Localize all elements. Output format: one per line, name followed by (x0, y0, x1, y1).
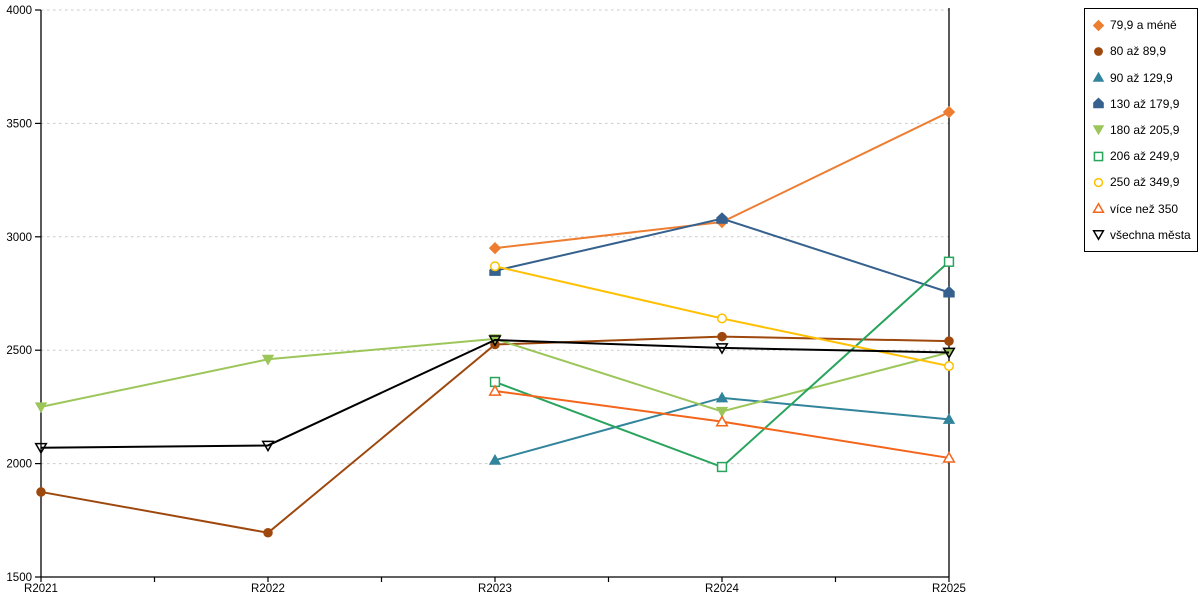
triangle-down-marker-s4 (34, 402, 48, 414)
diamond-marker-s0 (488, 241, 502, 255)
circle-marker-s1 (263, 528, 273, 538)
circle-marker-s6 (716, 313, 728, 324)
y-tick-label: 2000 (6, 459, 32, 471)
triangle-down-marker-s8 (942, 347, 956, 360)
square-legend-icon (1093, 151, 1104, 162)
y-tick-label: 3000 (6, 232, 32, 244)
legend-label: více než 350 (1110, 201, 1179, 216)
circle-marker-s1 (944, 336, 954, 346)
triangle-down-marker-s4 (715, 406, 729, 418)
legend-item: více než 350 (1092, 197, 1195, 221)
diamond-marker-legend-0 (1092, 19, 1105, 31)
legend-label: 79,9 a méně (1110, 18, 1177, 33)
diamond-marker-s0 (942, 105, 956, 119)
circle-marker-legend-1 (1094, 46, 1103, 56)
legend-item: 79,9 a méně (1092, 13, 1195, 37)
triangle-up-marker-s2 (942, 413, 956, 424)
triangle-down-legend-icon (1092, 125, 1105, 136)
triangle-down-marker-s8 (34, 442, 48, 455)
legend-item: všechna města (1092, 223, 1195, 247)
legend-label: 130 až 179,9 (1110, 96, 1180, 111)
triangle-up-marker-legend-7 (1092, 202, 1105, 214)
triangle-down-marker-legend-8 (1092, 230, 1105, 242)
triangle-up-marker-s2 (488, 453, 502, 465)
triangle-up-marker-s7 (715, 414, 729, 427)
square-marker-s5 (943, 256, 955, 267)
diamond-legend-icon (1092, 19, 1105, 31)
circle-legend-icon (1094, 46, 1103, 56)
triangle-up-marker-s7 (942, 451, 956, 463)
x-tick-label: R2023 (478, 583, 512, 595)
y-tick-label: 2500 (6, 345, 32, 357)
x-tick-label: R2025 (932, 583, 966, 595)
y-tick-label: 4000 (6, 5, 32, 17)
triangle-up-marker-legend-2 (1092, 71, 1105, 82)
circle-marker-s1 (36, 487, 46, 497)
legend-label: všechna města (1110, 227, 1191, 242)
y-tick-label: 1500 (6, 572, 32, 584)
triangle-down-marker-legend-4 (1092, 125, 1105, 136)
circle-marker-s6 (489, 261, 501, 272)
pentagon-marker-s3 (716, 212, 728, 224)
triangle-down-marker-s8 (715, 343, 729, 355)
pentagon-legend-icon (1093, 97, 1104, 109)
legend-item: 206 až 249,9 (1092, 144, 1195, 168)
x-tick-label: R2021 (24, 583, 58, 595)
triangle-down-marker-s8 (261, 440, 275, 453)
pentagon-marker-s3 (943, 285, 955, 298)
circle-marker-s1 (717, 331, 727, 342)
triangle-down-marker-s4 (261, 354, 275, 366)
legend-label: 206 až 249,9 (1110, 149, 1180, 164)
circle-legend-icon (1093, 177, 1104, 188)
legend-label: 250 až 349,9 (1110, 175, 1180, 190)
legend-item: 90 až 129,9 (1092, 66, 1195, 90)
series-line-8 (40, 338, 950, 449)
circle-marker-legend-6 (1093, 177, 1104, 188)
circle-marker-s6 (943, 361, 955, 372)
legend: 79,9 a méně 80 až 89,9 90 až 129,9 130 až 1… (1084, 8, 1198, 252)
triangle-up-legend-icon (1092, 202, 1105, 214)
legend-label: 90 až 129,9 (1110, 70, 1173, 85)
triangle-down-legend-icon (1092, 230, 1105, 242)
triangle-up-marker-s7 (488, 384, 502, 396)
legend-label: 180 až 205,9 (1110, 122, 1180, 137)
legend-label: 80 až 89,9 (1110, 44, 1167, 59)
y-tick-label: 3500 (6, 118, 32, 130)
triangle-up-marker-s2 (715, 391, 729, 403)
triangle-down-marker-s8 (488, 335, 502, 347)
square-marker-s5 (716, 461, 728, 473)
legend-item: 130 až 179,9 (1092, 92, 1195, 116)
square-marker-legend-5 (1093, 151, 1104, 162)
pentagon-marker-legend-3 (1093, 97, 1104, 109)
series-line-1 (40, 335, 950, 534)
legend-item: 180 až 205,9 (1092, 118, 1195, 142)
x-tick-label: R2022 (251, 583, 285, 595)
triangle-up-legend-icon (1092, 71, 1105, 82)
series-line-5 (494, 261, 950, 469)
legend-item: 80 až 89,9 (1092, 39, 1195, 63)
x-tick-label: R2024 (705, 583, 739, 595)
legend-item: 250 až 349,9 (1092, 170, 1195, 194)
